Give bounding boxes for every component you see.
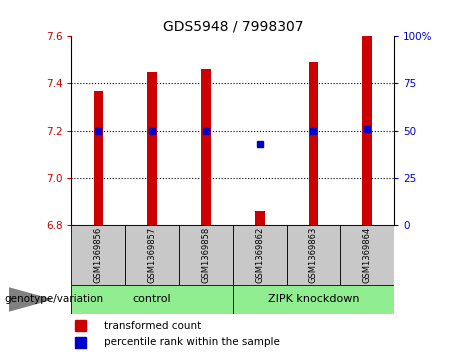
Text: ZIPK knockdown: ZIPK knockdown bbox=[268, 294, 359, 305]
Bar bbox=[75, 320, 86, 331]
Bar bbox=[309, 62, 318, 225]
Bar bbox=[71, 285, 233, 314]
Text: percentile rank within the sample: percentile rank within the sample bbox=[104, 337, 280, 347]
Bar bbox=[287, 225, 340, 285]
Text: GSM1369856: GSM1369856 bbox=[94, 227, 103, 283]
Text: genotype/variation: genotype/variation bbox=[5, 294, 104, 305]
Text: GSM1369863: GSM1369863 bbox=[309, 227, 318, 283]
Bar bbox=[75, 337, 86, 348]
Bar bbox=[125, 225, 179, 285]
Text: transformed count: transformed count bbox=[104, 321, 201, 331]
Bar bbox=[340, 225, 394, 285]
Bar bbox=[94, 91, 103, 225]
Bar bbox=[255, 211, 265, 225]
Bar bbox=[148, 72, 157, 225]
Bar bbox=[233, 285, 394, 314]
Bar bbox=[201, 69, 211, 225]
Bar bbox=[233, 225, 287, 285]
Polygon shape bbox=[9, 288, 51, 311]
Text: GSM1369857: GSM1369857 bbox=[148, 227, 157, 283]
Bar bbox=[71, 225, 125, 285]
Text: GSM1369858: GSM1369858 bbox=[201, 227, 210, 283]
Title: GDS5948 / 7998307: GDS5948 / 7998307 bbox=[163, 20, 303, 34]
Bar bbox=[362, 36, 372, 225]
Bar bbox=[179, 225, 233, 285]
Text: GSM1369864: GSM1369864 bbox=[363, 227, 372, 283]
Text: GSM1369862: GSM1369862 bbox=[255, 227, 264, 283]
Text: control: control bbox=[133, 294, 171, 305]
